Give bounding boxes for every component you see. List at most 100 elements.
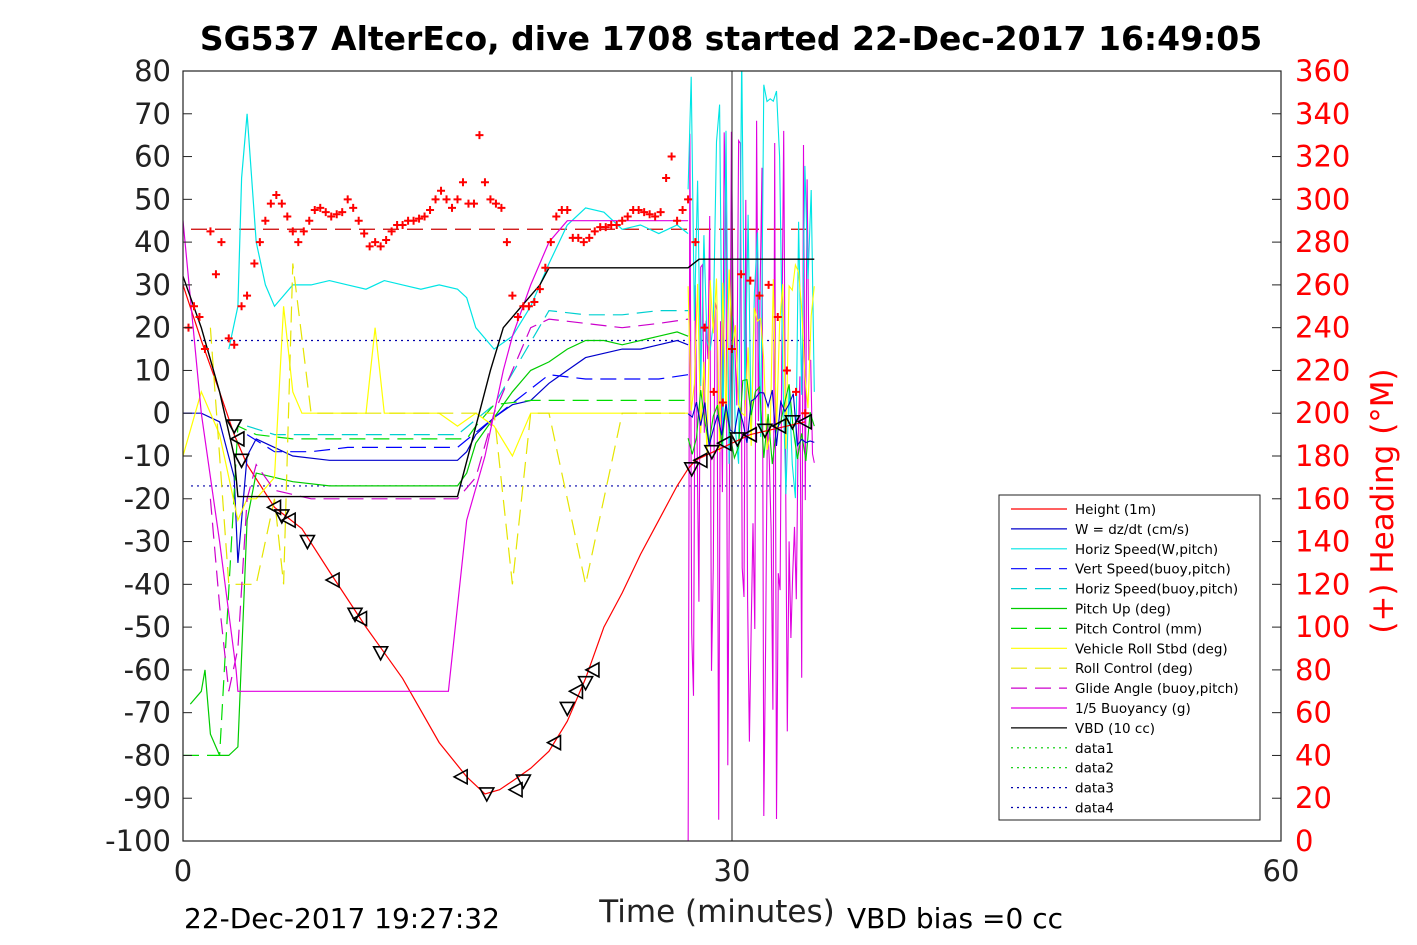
series-glide-line: [209, 318, 689, 692]
heading-point: [442, 195, 451, 204]
legend-entry-label: Glide Angle (buoy,pitch): [1075, 681, 1239, 697]
heading-point: [360, 229, 369, 238]
x-tick-label: 30: [714, 854, 751, 888]
legend-entry-label: Roll Control (deg): [1075, 661, 1193, 677]
heading-point: [354, 216, 363, 225]
heading-point: [709, 387, 718, 396]
heading-point: [420, 212, 429, 221]
series-roll-line: [183, 306, 689, 523]
right-axis-label: (+) Heading (°M): [1365, 368, 1401, 633]
heading-point: [224, 334, 233, 343]
dive-marker: [299, 534, 316, 551]
legend-entry-label: Height (1m): [1075, 502, 1156, 518]
dive-marker: [703, 444, 721, 461]
heading-point: [299, 227, 308, 236]
heading-point: [718, 398, 727, 407]
heading-point: [662, 173, 671, 182]
legend-entry-label: Vert Speed(buoy,pitch): [1075, 562, 1231, 578]
heading-point: [618, 216, 627, 225]
right-tick-label: 140: [1295, 525, 1350, 559]
heading-point: [782, 366, 791, 375]
legend-entry-label: W = dz/dt (cm/s): [1075, 522, 1189, 538]
x-tick-label: 60: [1263, 854, 1300, 888]
dive-marker: [346, 607, 364, 623]
heading-point: [200, 345, 209, 354]
heading-point: [491, 199, 500, 208]
right-tick-label: 340: [1295, 97, 1350, 131]
dive-marker: [715, 434, 732, 452]
heading-point: [530, 298, 539, 306]
heading-point: [673, 216, 682, 225]
dive-marker: [558, 701, 576, 718]
dive-marker: [452, 768, 468, 786]
heading-point: [700, 323, 709, 332]
dive-marker: [324, 571, 340, 589]
heading-point: [431, 195, 440, 204]
heading-point: [585, 233, 594, 242]
dive-marker: [741, 426, 758, 443]
y-tick-label: 40: [134, 225, 171, 259]
heading-point: [684, 195, 693, 204]
heading-point: [563, 206, 572, 215]
footer-timestamp: 22-Dec-2017 19:27:32: [184, 902, 500, 935]
heading-point: [513, 312, 522, 321]
dive-marker: [584, 661, 600, 679]
right-tick-label: 60: [1295, 696, 1332, 730]
heading-point: [574, 233, 583, 242]
heading-point: [508, 291, 517, 300]
heading-point: [426, 206, 435, 215]
dive-marker: [515, 774, 532, 790]
dive-marker: [233, 453, 250, 469]
heading-point: [398, 221, 407, 229]
heading-point: [524, 302, 533, 311]
dive-marker: [265, 498, 282, 516]
axes: 0 30 6080706050403020100-10-20-30-40-50-60…: [105, 54, 1350, 888]
heading-point: [195, 312, 204, 321]
legend-entry-label: Pitch Control (mm): [1075, 621, 1202, 637]
heading-point: [691, 238, 700, 247]
heading-point: [437, 186, 446, 195]
dive-marker: [784, 414, 801, 431]
y-tick-label: 20: [134, 311, 171, 345]
y-tick-label: -100: [105, 824, 171, 858]
right-tick-label: 300: [1295, 182, 1350, 216]
heading-point: [640, 208, 649, 217]
right-tick-label: 280: [1295, 225, 1350, 259]
heading-point: [349, 203, 358, 212]
legend-entry-label: data4: [1075, 801, 1114, 817]
heading-point: [475, 131, 484, 140]
heading-point: [486, 195, 495, 204]
heading-point: [211, 270, 220, 279]
heading-point: [230, 340, 239, 349]
heading-point: [382, 235, 391, 244]
x-axis-label: Time (minutes): [598, 894, 834, 930]
dive-marker: [351, 610, 368, 627]
heading-point: [415, 214, 424, 223]
y-tick-label: 50: [134, 182, 171, 216]
series-buoy-line: [183, 220, 689, 692]
heading-point: [338, 208, 347, 217]
right-tick-label: 160: [1295, 482, 1350, 516]
dive-marker: [756, 423, 774, 440]
right-tick-label: 180: [1295, 439, 1350, 473]
dive-marker: [372, 645, 389, 662]
y-tick-label: -60: [124, 653, 171, 687]
right-tick-label: 100: [1295, 610, 1350, 644]
heading-point: [332, 210, 341, 219]
right-tick-label: 120: [1295, 567, 1350, 601]
heading-point: [243, 291, 252, 300]
heading-point: [792, 387, 801, 396]
heading-point: [535, 285, 544, 294]
dive-marker: [796, 413, 812, 431]
y-tick-label: -70: [124, 696, 171, 730]
heading-point: [746, 276, 755, 285]
heading-point: [266, 199, 275, 208]
legend-entry-label: data3: [1075, 781, 1114, 797]
heading-point: [409, 216, 418, 225]
legend-entry-label: Horiz Speed(buoy,pitch): [1075, 582, 1238, 598]
heading-point: [801, 409, 810, 418]
dive-marker: [770, 417, 787, 435]
heading-point: [469, 199, 478, 208]
dive-marker: [683, 462, 701, 478]
heading-point: [737, 270, 746, 279]
